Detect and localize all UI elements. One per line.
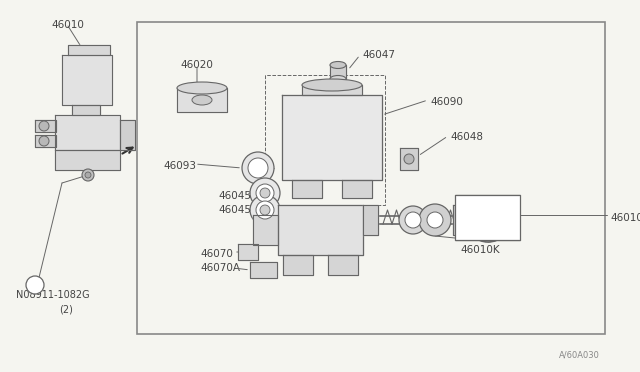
- Polygon shape: [68, 45, 110, 55]
- Circle shape: [250, 195, 280, 225]
- Circle shape: [248, 158, 268, 178]
- Polygon shape: [253, 215, 278, 245]
- Text: 46010: 46010: [610, 213, 640, 223]
- Text: 46047: 46047: [362, 50, 395, 60]
- Polygon shape: [55, 115, 120, 150]
- Text: 46010K: 46010K: [460, 245, 500, 255]
- Circle shape: [260, 205, 270, 215]
- Polygon shape: [400, 148, 418, 170]
- Text: 46020: 46020: [180, 60, 213, 70]
- Polygon shape: [453, 205, 468, 235]
- Circle shape: [475, 207, 501, 233]
- Polygon shape: [302, 85, 362, 95]
- Ellipse shape: [330, 61, 346, 68]
- Circle shape: [427, 212, 443, 228]
- Text: N: N: [31, 280, 38, 289]
- Polygon shape: [35, 135, 56, 147]
- Circle shape: [466, 198, 510, 242]
- Circle shape: [256, 201, 274, 219]
- Polygon shape: [250, 262, 277, 278]
- Text: 46045: 46045: [218, 205, 251, 215]
- Circle shape: [419, 204, 451, 236]
- Bar: [455, 195, 520, 240]
- Circle shape: [26, 276, 44, 294]
- Circle shape: [85, 172, 91, 178]
- Polygon shape: [177, 88, 227, 112]
- Polygon shape: [283, 255, 313, 275]
- Circle shape: [399, 206, 427, 234]
- Circle shape: [404, 154, 414, 164]
- Polygon shape: [328, 255, 358, 275]
- Text: 46070A: 46070A: [200, 263, 240, 273]
- Polygon shape: [55, 150, 120, 170]
- Ellipse shape: [330, 76, 346, 83]
- Polygon shape: [292, 180, 322, 198]
- Text: N08911-1082G: N08911-1082G: [16, 290, 90, 300]
- Polygon shape: [35, 120, 56, 132]
- Polygon shape: [330, 65, 346, 79]
- Text: (2): (2): [59, 304, 73, 314]
- Bar: [137, 22, 605, 334]
- Circle shape: [82, 169, 94, 181]
- Text: 46045: 46045: [218, 191, 251, 201]
- Polygon shape: [342, 180, 372, 198]
- Circle shape: [256, 184, 274, 202]
- Polygon shape: [238, 244, 258, 260]
- Polygon shape: [120, 120, 135, 150]
- Text: 46090: 46090: [430, 97, 463, 107]
- Circle shape: [260, 188, 270, 198]
- Circle shape: [39, 121, 49, 131]
- Text: A/60A030: A/60A030: [559, 351, 600, 360]
- Text: 46070: 46070: [200, 249, 233, 259]
- Text: 46082: 46082: [460, 223, 493, 233]
- Text: 46093: 46093: [163, 161, 196, 171]
- Circle shape: [250, 178, 280, 208]
- Circle shape: [405, 212, 421, 228]
- Polygon shape: [363, 205, 378, 235]
- Ellipse shape: [192, 95, 212, 105]
- Text: 46010: 46010: [52, 20, 84, 30]
- Polygon shape: [278, 205, 363, 255]
- Circle shape: [39, 136, 49, 146]
- Ellipse shape: [302, 79, 362, 91]
- Circle shape: [242, 152, 274, 184]
- Text: 46048: 46048: [450, 132, 483, 142]
- Polygon shape: [72, 105, 100, 115]
- Polygon shape: [62, 55, 112, 105]
- Ellipse shape: [177, 82, 227, 94]
- Polygon shape: [282, 95, 382, 180]
